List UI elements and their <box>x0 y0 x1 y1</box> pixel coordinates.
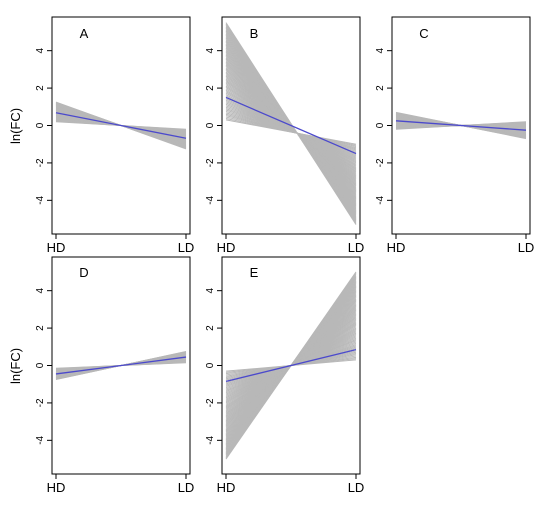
panel-b-bundle <box>225 22 357 225</box>
panel-b-letter: B <box>250 26 259 41</box>
panel-b-y-tick-label: -4 <box>205 195 216 204</box>
panel-b-x-tick-label: LD <box>348 240 365 255</box>
panel-b-x-tick-label: HD <box>217 240 236 255</box>
panel-c-x-tick-label: HD <box>387 240 406 255</box>
panel-d-x-tick-label: HD <box>47 480 66 495</box>
panel-a: ln(FC) A -4 -2 0 2 4 HD LD <box>8 16 195 255</box>
panel-a-ylabel: ln(FC) <box>8 108 23 144</box>
panel-c-y-tick-label: 4 <box>375 47 386 53</box>
panel-c-x-tick-label: LD <box>518 240 535 255</box>
panel-b-y-tick-label: -2 <box>205 158 216 167</box>
panel-c-letter: C <box>419 26 428 41</box>
panel-d-y-tick-label: 0 <box>35 362 46 368</box>
panel-d-mean-line <box>55 356 187 375</box>
panel-a-y-tick-label: 2 <box>35 85 46 91</box>
panel-e-letter: E <box>250 265 259 280</box>
panel-e-x-tick-label: LD <box>348 480 365 495</box>
panel-e: E -4 -2 0 2 4 HD LD <box>205 256 365 495</box>
panel-d-y-tick-label: -4 <box>35 435 46 444</box>
panel-d-letter: D <box>79 265 88 280</box>
panel-d-x-tick-label: LD <box>178 480 195 495</box>
panel-d-y-tick-label: 4 <box>35 287 46 293</box>
panel-e-y-tick-label: -4 <box>205 435 216 444</box>
panel-e-x-tick-label: HD <box>217 480 236 495</box>
panel-b-mean-line <box>225 96 357 155</box>
panel-a-mean-line <box>55 112 187 139</box>
panel-a-letter: A <box>80 26 89 41</box>
panel-a-x-tick-label: HD <box>47 240 66 255</box>
panel-b: B -4 -2 0 2 4 HD LD <box>205 16 365 255</box>
panel-c-y-tick-label: -4 <box>375 195 386 204</box>
panel-b-y-tick-label: 0 <box>205 122 216 128</box>
panel-d-ylabel: ln(FC) <box>8 348 23 384</box>
panel-c: C -4 -2 0 2 4 HD LD <box>375 16 535 255</box>
panel-a-x-tick-label: LD <box>178 240 195 255</box>
panel-c-y-tick-label: -2 <box>375 158 386 167</box>
panel-e-y-tick-label: 4 <box>205 287 216 293</box>
panel-b-bundle-line <box>225 22 357 225</box>
panel-b-y-tick-label: 2 <box>205 85 216 91</box>
panel-e-y-tick-label: -2 <box>205 398 216 407</box>
panel-a-y-tick-label: 4 <box>35 47 46 53</box>
panel-c-y-tick-label: 2 <box>375 85 386 91</box>
panel-c-mean-line <box>395 120 527 131</box>
panel-c-y-tick-label: 0 <box>375 122 386 128</box>
panel-d: ln(FC) D -4 -2 0 2 4 HD LD <box>8 256 195 495</box>
panel-b-y-tick-label: 4 <box>205 47 216 53</box>
panel-a-y-tick-label: -4 <box>35 195 46 204</box>
panel-e-mean-line <box>225 348 357 383</box>
panel-d-y-tick-label: 2 <box>35 325 46 331</box>
panel-a-y-tick-label: -2 <box>35 158 46 167</box>
panel-e-y-tick-label: 2 <box>205 325 216 331</box>
panel-d-y-tick-label: -2 <box>35 398 46 407</box>
panel-a-y-tick-label: 0 <box>35 122 46 128</box>
panel-e-y-tick-label: 0 <box>205 362 216 368</box>
